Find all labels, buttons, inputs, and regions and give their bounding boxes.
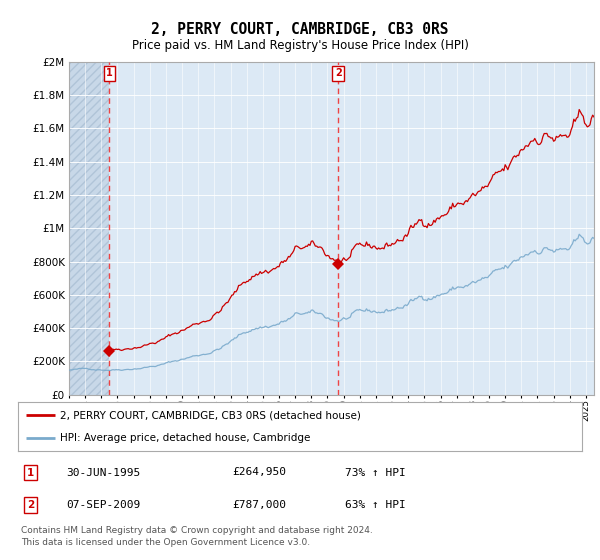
Text: 63% ↑ HPI: 63% ↑ HPI [345, 500, 406, 510]
Text: 07-SEP-2009: 07-SEP-2009 [66, 500, 140, 510]
Text: 2: 2 [335, 68, 341, 78]
Text: 73% ↑ HPI: 73% ↑ HPI [345, 468, 406, 478]
Text: 2, PERRY COURT, CAMBRIDGE, CB3 0RS: 2, PERRY COURT, CAMBRIDGE, CB3 0RS [151, 22, 449, 38]
Text: 1: 1 [106, 68, 113, 78]
Text: £264,950: £264,950 [232, 468, 286, 478]
Text: £787,000: £787,000 [232, 500, 286, 510]
Text: Contains HM Land Registry data © Crown copyright and database right 2024.
This d: Contains HM Land Registry data © Crown c… [21, 526, 373, 547]
Text: 2, PERRY COURT, CAMBRIDGE, CB3 0RS (detached house): 2, PERRY COURT, CAMBRIDGE, CB3 0RS (deta… [60, 410, 361, 421]
Polygon shape [69, 62, 109, 395]
Text: 2: 2 [27, 500, 34, 510]
Text: Price paid vs. HM Land Registry's House Price Index (HPI): Price paid vs. HM Land Registry's House … [131, 39, 469, 52]
Text: 1: 1 [27, 468, 34, 478]
Text: HPI: Average price, detached house, Cambridge: HPI: Average price, detached house, Camb… [60, 433, 311, 444]
Text: 30-JUN-1995: 30-JUN-1995 [66, 468, 140, 478]
